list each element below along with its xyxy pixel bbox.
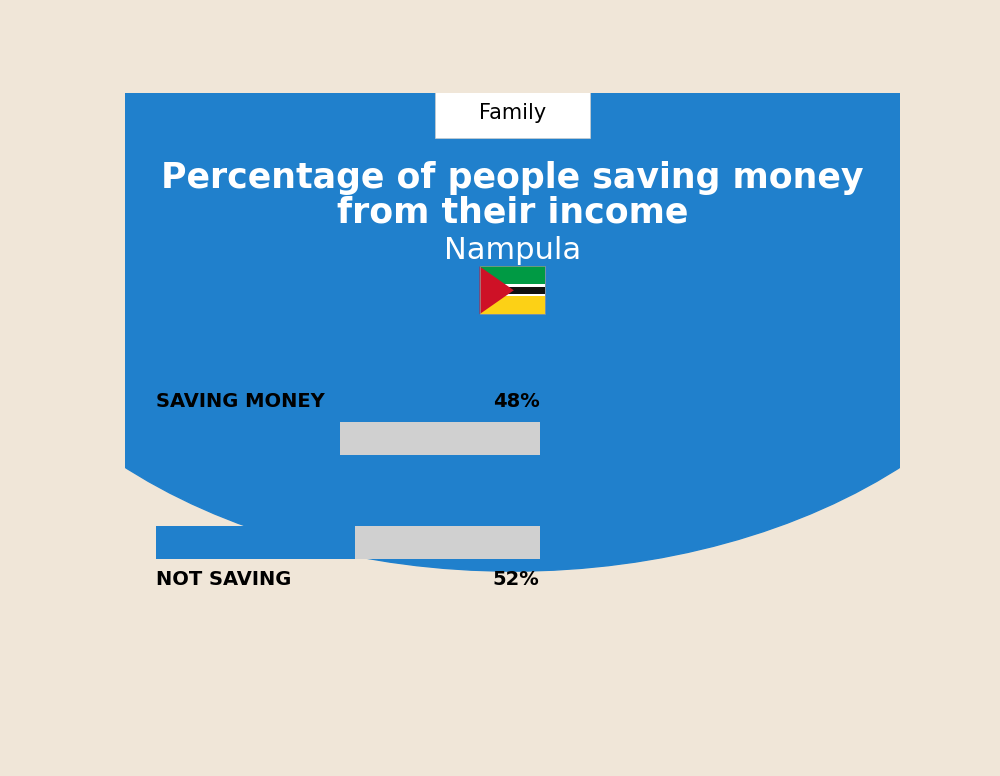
Text: Percentage of people saving money: Percentage of people saving money	[161, 161, 864, 195]
FancyBboxPatch shape	[156, 526, 355, 559]
FancyBboxPatch shape	[435, 89, 590, 138]
Text: Family: Family	[479, 103, 546, 123]
FancyBboxPatch shape	[0, 33, 1000, 201]
FancyBboxPatch shape	[156, 422, 540, 455]
FancyBboxPatch shape	[156, 526, 540, 559]
Text: from their income: from their income	[337, 196, 688, 230]
FancyBboxPatch shape	[156, 422, 340, 455]
FancyBboxPatch shape	[480, 294, 545, 296]
Ellipse shape	[0, 0, 1000, 571]
Text: Nampula: Nampula	[444, 236, 581, 265]
Text: NOT SAVING: NOT SAVING	[156, 570, 291, 589]
FancyBboxPatch shape	[480, 266, 545, 286]
FancyBboxPatch shape	[480, 284, 545, 286]
Text: 48%: 48%	[493, 392, 540, 411]
FancyBboxPatch shape	[480, 286, 545, 295]
FancyBboxPatch shape	[480, 295, 545, 314]
Polygon shape	[480, 266, 514, 314]
Text: SAVING MONEY: SAVING MONEY	[156, 392, 325, 411]
Text: 52%: 52%	[493, 570, 540, 589]
